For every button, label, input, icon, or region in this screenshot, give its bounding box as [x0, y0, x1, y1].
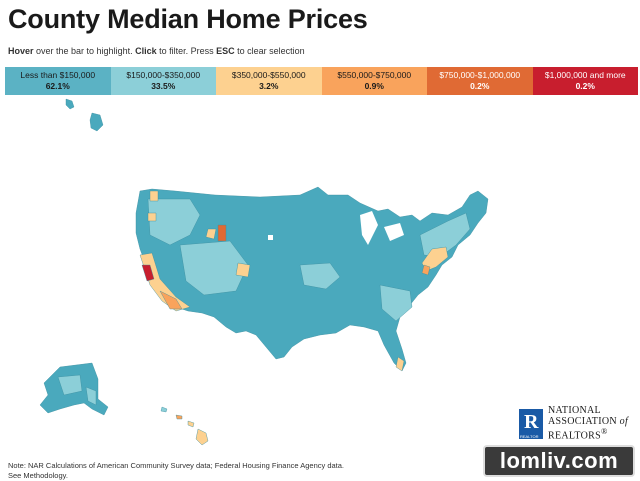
legend-percent: 0.2%	[575, 81, 595, 91]
light-region-mountain	[179, 240, 249, 296]
alaska[interactable]	[39, 362, 109, 416]
instructions-text: Hover over the bar to highlight. Click t…	[8, 46, 305, 56]
california-coast-yellow	[139, 252, 191, 312]
realtor-r-logo-icon: R REALTOR	[519, 409, 543, 439]
legend-item-350k-550k[interactable]: $350,000-$550,000 3.2%	[216, 67, 322, 95]
page-title: County Median Home Prices	[8, 4, 368, 34]
legend-percent: 0.2%	[470, 81, 490, 91]
legend-item-under-150k[interactable]: Less than $150,000 62.1%	[5, 67, 111, 95]
florida-south	[395, 356, 405, 372]
legend-item-150k-350k[interactable]: $150,000-$350,000 33.5%	[110, 67, 216, 95]
logo-line-1: NATIONAL	[548, 405, 601, 417]
legend-percent: 62.1%	[45, 81, 70, 91]
legend-range-label: $1,000,000 and more	[544, 70, 626, 80]
source-note: Note: NAR Calculations of American Commu…	[8, 461, 344, 481]
legend-percent: 3.2%	[259, 81, 279, 91]
light-region-northwest	[147, 198, 201, 246]
legend-range-label: $350,000-$550,000	[231, 70, 306, 80]
pacific-nw-yellow	[149, 190, 159, 202]
nar-logo: R REALTOR NATIONAL ASSOCIATION of REALTO…	[519, 406, 634, 442]
dc-area	[421, 264, 431, 276]
hawaii-big-island	[195, 428, 209, 446]
price-legend-bar: Less than $150,000 62.1% $150,000-$350,0…	[5, 67, 638, 95]
legend-item-over-1m[interactable]: $1,000,000 and more 0.2%	[532, 67, 638, 95]
hover-keyword: Hover	[8, 46, 34, 56]
instructions-part: to filter. Press	[156, 46, 217, 56]
hawaii[interactable]	[160, 406, 209, 446]
instructions-part: to clear selection	[234, 46, 305, 56]
alaska-light-1	[57, 374, 83, 396]
northeast-corridor	[421, 246, 449, 272]
mountain-yellow-1	[205, 228, 217, 240]
watermark: lomliv.com	[483, 445, 635, 477]
logo-line-2a: ASSOCIATION	[548, 415, 620, 427]
colorado-resort-county	[217, 224, 227, 242]
click-keyword: Click	[135, 46, 157, 56]
contiguous-us[interactable]	[135, 186, 489, 372]
california-orange	[159, 290, 183, 310]
legend-item-550k-750k[interactable]: $550,000-$750,000 0.9%	[321, 67, 427, 95]
logo-line-2: ASSOCIATION of	[548, 415, 629, 428]
logo-mark-sub: REALTOR	[520, 434, 539, 439]
light-region-central	[299, 262, 341, 290]
pacific-nw-yellow-2	[147, 212, 157, 222]
missing-county	[268, 235, 273, 240]
us-county-map-svg[interactable]	[0, 95, 640, 455]
great-lakes	[360, 211, 378, 245]
legend-range-label: $550,000-$750,000	[337, 70, 412, 80]
note-line-1: Note: NAR Calculations of American Commu…	[8, 461, 344, 470]
great-lakes-2	[384, 223, 404, 241]
methodology-link[interactable]: See Methodology.	[8, 471, 68, 480]
instructions-part: over the bar to highlight.	[33, 46, 136, 56]
logo-registered: ®	[600, 427, 608, 437]
logo-wordmark: NATIONAL ASSOCIATION of REALTORS®	[548, 406, 628, 442]
legend-item-750k-1m[interactable]: $750,000-$1,000,000 0.2%	[427, 67, 533, 95]
mountain-yellow-2	[235, 262, 251, 278]
logo-line-3: REALTORS®	[548, 427, 628, 442]
hawaii-island-2	[175, 414, 183, 420]
light-region-southeast	[379, 284, 413, 322]
esc-keyword: ESC	[216, 46, 235, 56]
hawaii-island-1	[160, 406, 168, 413]
california-bay-area	[141, 264, 155, 282]
legend-range-label: $150,000-$350,000	[126, 70, 201, 80]
legend-range-label: $750,000-$1,000,000	[439, 70, 521, 80]
small-islands-top	[65, 98, 104, 132]
logo-line-3-text: REALTORS	[548, 430, 601, 442]
legend-percent: 33.5%	[151, 81, 176, 91]
legend-range-label: Less than $150,000	[20, 70, 96, 80]
alaska-light-2	[85, 386, 97, 406]
legend-percent: 0.9%	[364, 81, 384, 91]
hawaii-island-3	[187, 420, 195, 428]
county-map[interactable]	[0, 95, 640, 455]
logo-line-2b: of	[619, 415, 629, 427]
light-region-northeast	[419, 212, 471, 258]
